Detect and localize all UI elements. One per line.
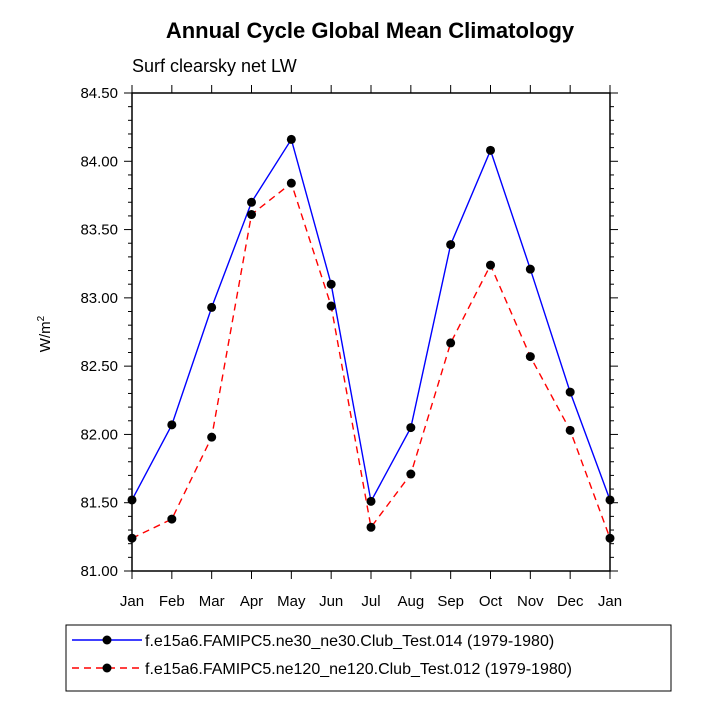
series-1-point-12 xyxy=(605,495,615,505)
series-2-point-9 xyxy=(486,260,495,270)
series-1-point-3 xyxy=(247,197,256,207)
legend-label-1: f.e15a6.FAMIPC5.ne30_ne30.Club_Test.014 … xyxy=(145,633,554,650)
y-tick-label-3: 82.50 xyxy=(80,358,118,375)
y-tick-label-7: 84.50 xyxy=(80,85,118,102)
x-tick-label-5: Jun xyxy=(319,593,343,610)
series-2-point-6 xyxy=(366,522,376,532)
series-2-point-5 xyxy=(326,301,336,311)
legend-marker-1 xyxy=(102,635,112,645)
y-axis-label-text: W/m xyxy=(37,321,54,352)
y-axis-label-superscript: 2 xyxy=(36,315,47,321)
series-2-point-8 xyxy=(446,338,456,348)
y-tick-label-6: 84.00 xyxy=(80,153,118,170)
y-tick-label-2: 82.00 xyxy=(80,426,118,443)
series-1-point-5 xyxy=(326,279,336,289)
x-tick-label-10: Nov xyxy=(517,593,544,610)
series-1-point-8 xyxy=(446,240,456,250)
series-2-point-0 xyxy=(127,533,137,543)
series-1-point-11 xyxy=(565,387,575,397)
series-2-point-11 xyxy=(565,425,575,435)
y-tick-label-1: 81.50 xyxy=(80,495,118,512)
series-1-point-7 xyxy=(406,423,416,433)
x-tick-label-8: Sep xyxy=(437,593,464,610)
legend-label-2: f.e15a6.FAMIPC5.ne120_ne120.Club_Test.01… xyxy=(145,661,572,678)
y-axis-label: W/m2 xyxy=(36,315,54,352)
x-tick-label-6: Jul xyxy=(361,593,380,610)
series-line-2 xyxy=(131,181,611,539)
y-tick-label-0: 81.00 xyxy=(80,563,118,580)
series-1-point-1 xyxy=(167,420,177,430)
y-tick-label-4: 83.00 xyxy=(80,290,118,307)
legend-marker-2 xyxy=(102,663,112,673)
series-2-point-3 xyxy=(247,210,256,220)
x-tick-label-3: Apr xyxy=(240,593,263,610)
series-1-point-6 xyxy=(366,496,376,506)
x-tick-label-1: Feb xyxy=(159,593,185,610)
series-1-point-10 xyxy=(525,264,535,274)
x-tick-label-4: May xyxy=(277,593,306,610)
series-2-point-2 xyxy=(207,432,217,442)
x-tick-label-2: Mar xyxy=(199,593,225,610)
series-2-point-1 xyxy=(167,514,177,524)
chart-subtitle: Surf clearsky net LW xyxy=(132,56,297,76)
plot-area: 81.00 81.50 82.00 82.50 83.00 83.50 84.00 84.50… xyxy=(80,85,622,610)
x-tick-label-0: Jan xyxy=(120,593,144,610)
series-1-point-9 xyxy=(486,145,495,155)
y-tick-label-5: 83.50 xyxy=(80,222,118,239)
series-1-point-4 xyxy=(286,134,296,144)
series-2-point-7 xyxy=(406,469,416,479)
series-2-point-12 xyxy=(605,533,615,543)
x-tick-label-7: Aug xyxy=(397,593,424,610)
x-tick-label-9: Oct xyxy=(479,593,503,610)
series-1-point-2 xyxy=(207,302,217,312)
x-tick-label-11: Dec xyxy=(557,593,584,610)
series-2-point-4 xyxy=(286,178,296,188)
series-2-point-10 xyxy=(525,352,535,362)
chart-title: Annual Cycle Global Mean Climatology xyxy=(166,18,575,43)
series-1-point-0 xyxy=(127,495,137,505)
svg-text:W/m2: W/m2 xyxy=(36,315,54,352)
x-tick-label-12: Jan xyxy=(598,593,622,610)
legend-box xyxy=(65,624,672,692)
legend: f.e15a6.FAMIPC5.ne30_ne30.Club_Test.014 … xyxy=(65,624,672,692)
series-line-1 xyxy=(131,137,611,504)
